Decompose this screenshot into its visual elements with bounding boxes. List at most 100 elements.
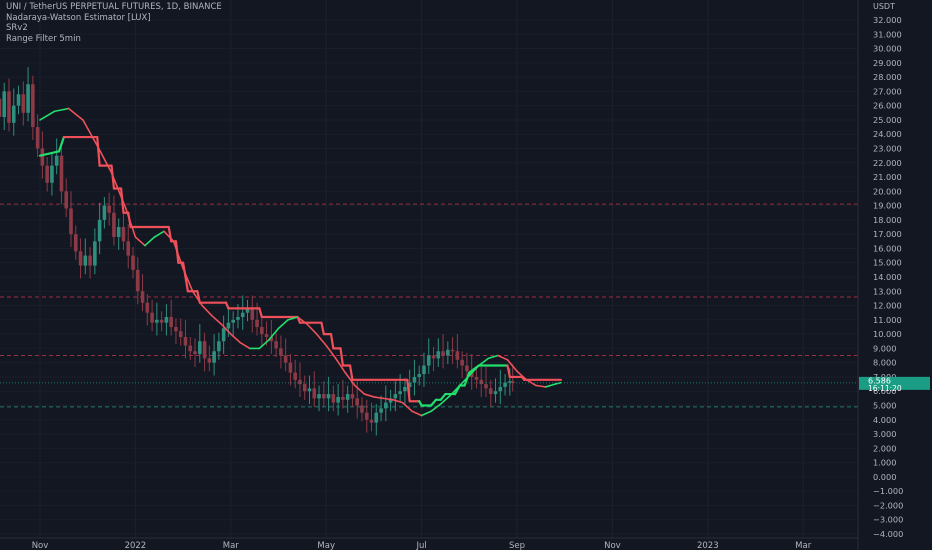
- series-segment: [339, 347, 344, 367]
- candle-body: [54, 155, 59, 166]
- candle-body: [384, 402, 388, 409]
- y-tick-label: 19.000: [873, 201, 902, 211]
- series-segment: [544, 383, 556, 388]
- series-segment: [329, 333, 335, 350]
- y-tick-label: 1.000: [873, 458, 896, 468]
- candle-body: [21, 94, 26, 113]
- candle-body: [40, 148, 45, 166]
- series-segment: [497, 354, 509, 361]
- candle-body: [317, 394, 321, 399]
- legend-indicator-srv2[interactable]: SRv2: [6, 23, 28, 33]
- candle-body: [121, 227, 126, 242]
- candle-body: [398, 391, 402, 395]
- legend-symbol-title[interactable]: UNI / TetherUS PERPETUAL FUTURES, 1D, BI…: [6, 2, 222, 12]
- candle-body: [155, 319, 159, 323]
- current-price-tag[interactable]: [859, 376, 930, 390]
- y-tick-label: 8.000: [873, 358, 896, 368]
- series-segment: [258, 339, 270, 350]
- series-segment: [110, 171, 127, 210]
- candle-body: [250, 308, 255, 320]
- candle-body: [341, 396, 345, 400]
- candle-body: [307, 388, 312, 392]
- series-segment: [344, 371, 356, 387]
- candle-body: [240, 312, 245, 317]
- candle-body: [131, 255, 135, 270]
- series-segment: [57, 135, 65, 153]
- series-segment: [67, 107, 84, 121]
- series-segment: [506, 364, 511, 379]
- y-tick-label: 24.000: [873, 129, 902, 139]
- candle-body: [159, 319, 164, 323]
- legend-indicator-nw[interactable]: Nadaraya-Watson Estimator [LUX]: [6, 12, 151, 23]
- y-tick-label: 4.000: [873, 415, 896, 425]
- candles: [0, 67, 515, 436]
- candle-body: [31, 84, 35, 128]
- series-segment: [411, 410, 423, 417]
- series-segment: [220, 323, 232, 335]
- candle-body: [202, 341, 207, 359]
- series-segment: [373, 396, 385, 400]
- candle-body: [226, 322, 231, 329]
- currency-label: USDT: [873, 2, 895, 11]
- candle-body: [16, 94, 21, 106]
- series-segment: [516, 370, 528, 381]
- candle-body: [322, 394, 326, 399]
- candle-body: [231, 319, 235, 323]
- candle-body: [112, 212, 116, 238]
- candle-body: [441, 351, 445, 356]
- y-tick-label: −4.000: [873, 529, 903, 539]
- candle-body: [422, 365, 426, 375]
- candle-body: [393, 394, 398, 399]
- series-segment: [38, 150, 61, 157]
- candle-body: [503, 382, 507, 387]
- candle-body: [312, 388, 317, 399]
- x-tick-label: Nov: [604, 541, 621, 550]
- candle-body: [403, 386, 407, 392]
- price-axis[interactable]: [858, 0, 932, 550]
- series-segment: [53, 107, 70, 113]
- candle-body: [45, 165, 49, 183]
- series-segment: [406, 378, 411, 403]
- series-segment: [458, 374, 471, 387]
- x-tick-label: 2023: [697, 541, 719, 550]
- candle-body: [69, 208, 73, 235]
- candle-body: [326, 394, 331, 399]
- series-segment: [430, 403, 442, 413]
- series-segment: [277, 319, 289, 330]
- candle-body: [498, 386, 503, 392]
- series-segment: [125, 207, 137, 238]
- series-segment: [554, 381, 562, 385]
- candle-body: [150, 312, 154, 323]
- series-segment: [535, 384, 547, 388]
- x-tick-label: 2022: [125, 541, 147, 550]
- legend-indicator-range-filter[interactable]: Range Filter 5min: [6, 33, 81, 44]
- candle-body: [169, 316, 173, 327]
- candle-body: [107, 205, 111, 213]
- candle-body: [188, 345, 193, 352]
- candle-body: [269, 336, 274, 342]
- y-tick-label: 12.000: [873, 301, 902, 311]
- series-segment: [191, 290, 203, 307]
- series-segment: [201, 304, 213, 317]
- candle-body: [288, 362, 293, 373]
- series-segment: [96, 144, 113, 174]
- candle-body: [73, 234, 78, 252]
- bar-countdown: 16:11:20: [868, 384, 902, 393]
- y-tick-label: 22.000: [873, 158, 902, 168]
- y-tick-label: −1.000: [873, 486, 903, 496]
- candle-body: [379, 408, 383, 413]
- candle-body: [283, 355, 288, 363]
- x-tick-label: May: [317, 541, 335, 550]
- candle-body: [302, 384, 307, 392]
- series-segment: [182, 267, 194, 293]
- y-tick-label: 31.000: [873, 29, 902, 39]
- chart-legend: UNI / TetherUS PERPETUAL FUTURES, 1D, BI…: [6, 2, 222, 44]
- candle-body: [412, 376, 417, 383]
- series-segment: [506, 359, 518, 373]
- series-segment: [401, 401, 413, 413]
- y-tick-label: 28.000: [873, 72, 902, 82]
- series-segment: [163, 230, 175, 243]
